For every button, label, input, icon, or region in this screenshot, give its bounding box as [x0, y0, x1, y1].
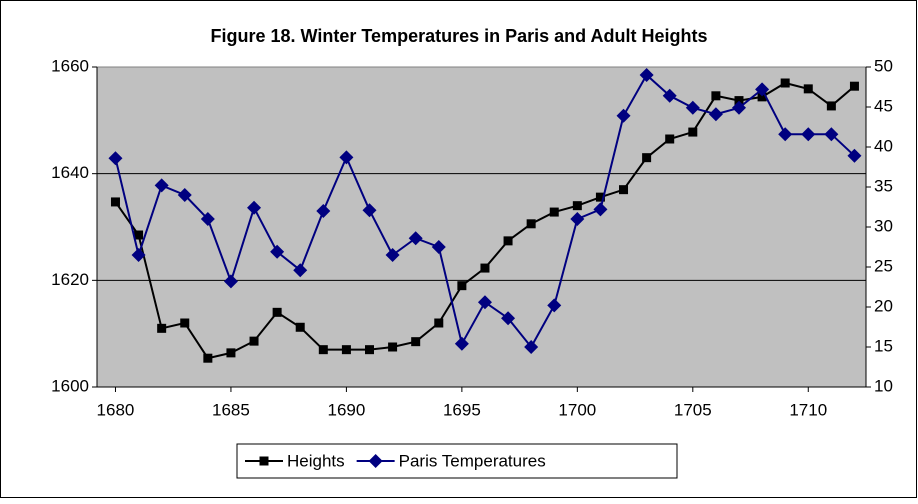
- legend-label: Paris Temperatures: [399, 451, 546, 470]
- data-point: [388, 342, 398, 352]
- x-tick-label: 1700: [558, 400, 596, 419]
- data-point: [801, 127, 816, 142]
- data-point: [847, 148, 862, 163]
- x-tick-label: 1695: [443, 400, 481, 419]
- data-point: [203, 353, 213, 363]
- y2-tick-label: 40: [874, 136, 893, 155]
- y-tick-label: 1640: [51, 163, 89, 182]
- legend-box: [236, 443, 678, 479]
- data-point: [247, 200, 262, 215]
- data-point: [642, 153, 652, 163]
- data-point: [385, 248, 400, 262]
- data-point: [755, 82, 770, 97]
- data-point: [778, 127, 793, 142]
- data-point: [688, 127, 698, 137]
- data-point: [780, 78, 790, 88]
- data-point: [593, 202, 608, 217]
- data-point: [364, 345, 374, 355]
- y-tick-label: 1600: [51, 376, 89, 395]
- data-point: [110, 197, 120, 207]
- data-point: [731, 100, 746, 115]
- y2-tick-label: 20: [874, 296, 893, 315]
- plot-area: [96, 66, 867, 388]
- data-point: [480, 263, 490, 273]
- y2-tick-label: 30: [874, 216, 893, 235]
- data-point: [154, 178, 169, 193]
- y2-tick-label: 25: [874, 256, 893, 275]
- x-tick-label: 1680: [97, 400, 135, 419]
- data-point: [477, 295, 492, 310]
- data-point: [131, 248, 146, 262]
- data-point: [134, 230, 144, 240]
- data-point: [316, 204, 331, 218]
- data-point: [411, 337, 421, 347]
- legend-label: Heights: [287, 451, 345, 470]
- data-point: [318, 345, 328, 355]
- y2-tick-label: 45: [874, 96, 893, 115]
- data-point: [108, 151, 123, 166]
- y2-tick-label: 10: [874, 376, 893, 395]
- data-point: [341, 345, 351, 355]
- data-point: [157, 323, 167, 333]
- data-point: [200, 212, 215, 226]
- x-tick-label: 1690: [327, 400, 365, 419]
- data-point: [826, 101, 836, 111]
- data-point: [434, 318, 444, 328]
- y2-tick-label: 15: [874, 336, 893, 355]
- data-point: [526, 219, 536, 229]
- data-point: [572, 201, 582, 211]
- y2-tick-label: 35: [874, 176, 893, 195]
- data-point: [619, 185, 629, 195]
- data-point: [639, 68, 654, 82]
- data-point: [616, 108, 631, 123]
- chart-title: Figure 18. Winter Temperatures in Paris …: [211, 26, 708, 46]
- data-point: [685, 100, 700, 115]
- data-point: [757, 92, 767, 102]
- data-point: [570, 212, 585, 226]
- data-point: [270, 244, 285, 259]
- data-point: [226, 348, 236, 358]
- data-point: [295, 322, 305, 332]
- data-point: [180, 318, 190, 328]
- data-point: [524, 340, 539, 354]
- data-point: [734, 96, 744, 106]
- x-tick-label: 1710: [789, 400, 827, 419]
- data-point: [665, 134, 675, 144]
- data-point: [339, 150, 354, 165]
- data-point: [431, 240, 446, 254]
- data-point: [501, 311, 516, 326]
- data-point: [711, 91, 721, 101]
- y-tick-label: 1660: [51, 56, 89, 75]
- y-tick-label: 1620: [51, 270, 89, 289]
- data-point: [408, 231, 423, 246]
- data-point: [293, 263, 308, 278]
- y2-tick-label: 50: [874, 56, 893, 75]
- data-point: [457, 281, 467, 291]
- data-point: [272, 307, 282, 317]
- x-tick-label: 1705: [674, 400, 712, 419]
- data-point: [223, 274, 238, 289]
- data-point: [849, 81, 859, 91]
- data-point: [803, 84, 813, 94]
- data-point: [595, 192, 605, 202]
- data-point: [662, 88, 677, 103]
- data-point: [454, 336, 469, 351]
- data-point: [824, 127, 839, 142]
- data-point: [503, 236, 513, 246]
- legend-marker: [259, 456, 269, 466]
- data-point: [549, 207, 559, 217]
- data-point: [362, 203, 377, 218]
- data-point: [177, 188, 192, 202]
- data-point: [547, 298, 562, 313]
- data-point: [708, 107, 723, 122]
- x-tick-label: 1685: [212, 400, 250, 419]
- data-point: [249, 336, 259, 346]
- legend-marker: [368, 454, 383, 468]
